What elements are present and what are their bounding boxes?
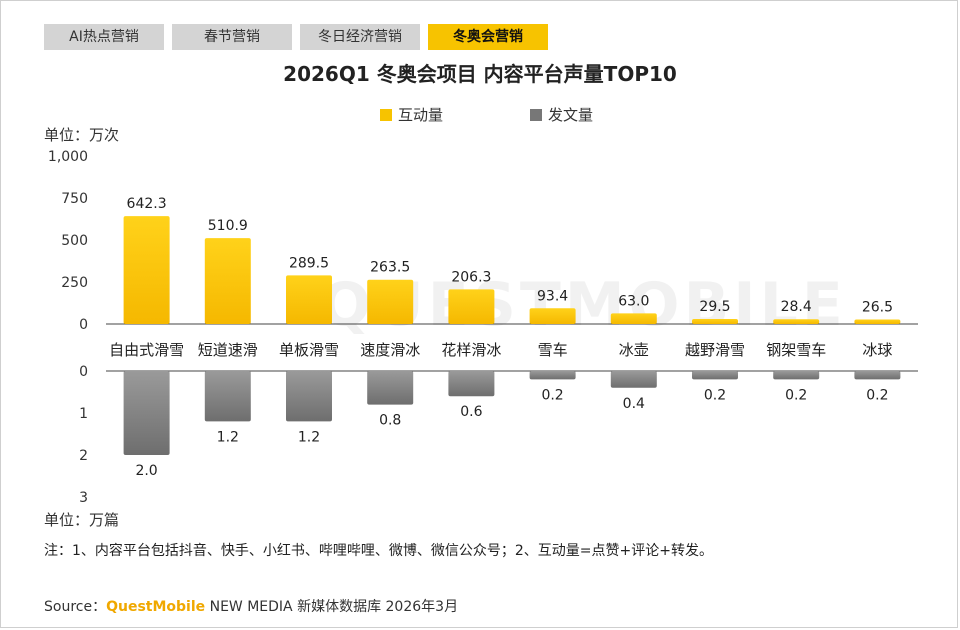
data-label-interactions: 28.4 [781,299,812,315]
bottom-axis-tick-label: 2 [79,448,88,464]
data-label-interactions: 642.3 [127,196,167,212]
legend-label-interactions: 互动量 [398,106,444,124]
bar-posts [854,371,901,380]
bottom-axis-tick-label: 3 [79,490,88,506]
tab-winter-olympics-marketing[interactable]: 冬奥会营销 [428,24,548,50]
chart-title: 2026Q1 冬奥会项目 内容平台声量TOP10 [283,62,677,86]
bar-interactions [610,313,657,324]
data-label-interactions: 63.0 [618,293,649,309]
bar-interactions [123,216,170,324]
bar-posts [448,371,495,397]
data-label-interactions: 93.4 [537,288,568,304]
category-label: 自由式滑雪 [109,341,184,359]
legend-item-interactions: 互动量 [380,104,443,125]
tab-winter-economy-marketing[interactable]: 冬日经济营销 [300,24,420,50]
data-label-posts: 0.2 [785,387,807,403]
bar-posts [692,371,738,380]
footnote: 注：1、内容平台包括抖音、快手、小红书、哔哩哔哩、微博、微信公众号；2、互动量=… [44,543,714,559]
bar-interactions [692,319,738,324]
data-label-posts: 0.4 [623,396,645,412]
data-label-posts: 0.2 [704,387,726,403]
tab-bar: AI热点营销 春节营销 冬日经济营销 冬奥会营销 [44,24,556,50]
category-label: 越野滑雪 [685,341,745,359]
bottom-axis-tick-label: 1 [79,406,88,422]
bar-posts [610,371,657,388]
source-rest: NEW MEDIA 新媒体数据库 2026年3月 [205,599,459,615]
bar-interactions [448,289,495,324]
tab-spring-festival-marketing[interactable]: 春节营销 [172,24,292,50]
bar-interactions [286,275,332,324]
category-label: 速度滑冰 [360,341,420,359]
bar-interactions [854,319,901,324]
data-label-posts: 1.2 [298,429,320,445]
category-label: 冰壶 [619,341,649,359]
data-label-posts: 0.2 [866,387,888,403]
category-label: 花样滑冰 [441,341,501,359]
source-brand: QuestMobile [106,599,206,615]
category-label: 单板滑雪 [279,341,339,359]
legend-label-posts: 发文量 [548,106,594,124]
unit-bottom: 单位：万篇 [44,511,120,529]
legend-swatch-interactions [380,108,392,121]
top-axis-tick-label: 750 [61,191,88,207]
top-axis-tick-label: 250 [61,275,88,291]
bar-posts [286,371,332,422]
data-label-interactions: 510.9 [208,218,248,234]
legend: 互动量 发文量 [0,104,960,126]
data-label-interactions: 206.3 [451,269,491,285]
bar-posts [773,371,820,380]
tab-ai-hotspot-marketing[interactable]: AI热点营销 [44,24,164,50]
top-axis-tick-label: 1,000 [48,149,88,165]
bar-posts [204,371,251,422]
data-label-interactions: 263.5 [370,260,410,276]
top-axis-tick-label: 500 [61,233,88,249]
category-label: 钢架雪车 [766,341,826,359]
data-label-posts: 1.2 [217,429,239,445]
data-label-posts: 0.6 [460,404,482,420]
legend-item-posts: 发文量 [530,104,593,125]
data-label-posts: 2.0 [135,463,157,479]
data-label-interactions: 289.5 [289,255,329,271]
unit-top: 单位：万次 [44,126,120,144]
bar-interactions [204,238,251,324]
data-label-interactions: 26.5 [862,300,893,316]
bottom-axis-tick-label: 0 [79,364,88,380]
bar-posts [123,371,170,455]
top-axis-tick-label: 0 [79,317,88,333]
category-label: 雪车 [538,341,568,359]
bar-posts [367,371,414,405]
legend-swatch-posts [530,108,542,121]
source-line: Source：QuestMobile NEW MEDIA 新媒体数据库 2026… [44,596,458,616]
bar-interactions [529,308,576,324]
source-prefix: Source： [44,599,107,615]
bar-interactions [367,279,414,324]
category-label: 短道速滑 [198,341,258,359]
data-label-interactions: 29.5 [699,299,730,315]
data-label-posts: 0.2 [541,387,563,403]
bar-posts [529,371,576,380]
bar-interactions [773,319,820,324]
data-label-posts: 0.8 [379,413,401,429]
category-label: 冰球 [862,341,892,359]
